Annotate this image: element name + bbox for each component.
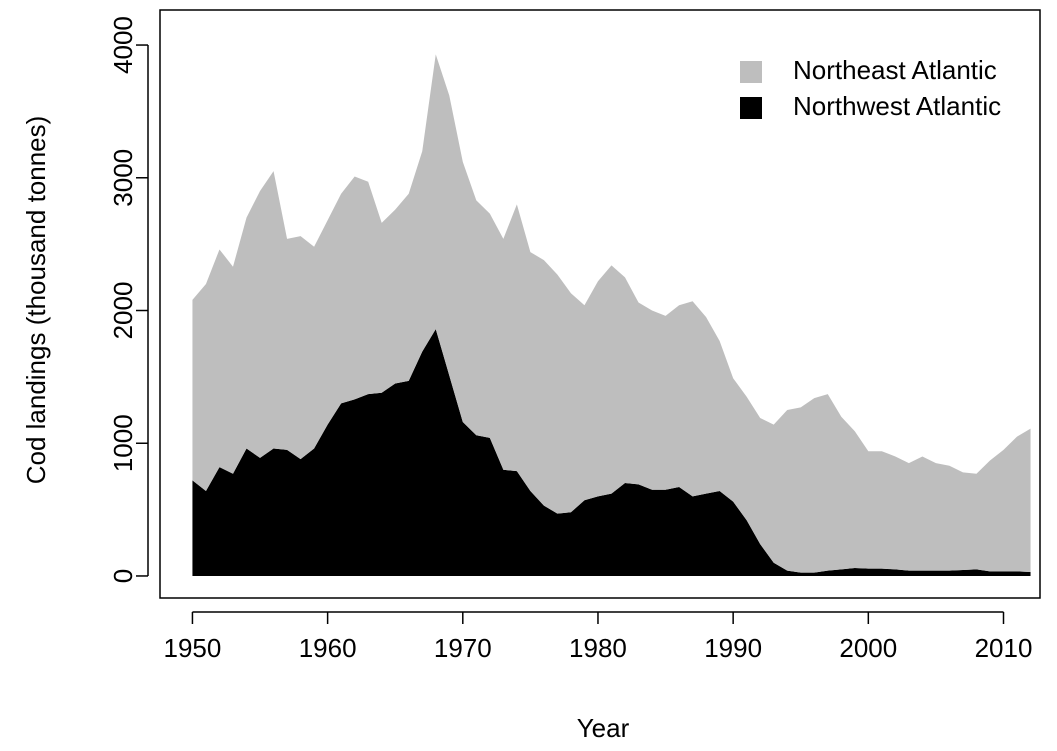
legend-label: Northeast Atlantic [793,55,997,85]
legend-swatch [740,97,762,119]
area [192,329,1031,576]
plot-frame [159,9,1041,599]
y-tick-label: 0 [108,569,138,583]
y-tick-label: 1000 [108,414,138,472]
x-tick-label: 2000 [839,633,897,663]
y-tick-label: 4000 [108,16,138,74]
x-tick-label: 1960 [299,633,357,663]
y-tick-label: 3000 [108,149,138,207]
y-tick-label: 2000 [108,282,138,340]
area [192,54,1031,573]
x-tick-label: 1980 [569,633,627,663]
y-axis-label: Cod landings (thousand tonnes) [21,116,51,485]
x-tick-label: 1990 [704,633,762,663]
x-axis-label: Year [577,713,630,743]
legend-swatch [740,61,762,83]
x-tick-label: 2010 [975,633,1033,663]
legend-label: Northwest Atlantic [793,91,1001,121]
x-tick-label: 1970 [434,633,492,663]
x-tick-label: 1950 [164,633,222,663]
